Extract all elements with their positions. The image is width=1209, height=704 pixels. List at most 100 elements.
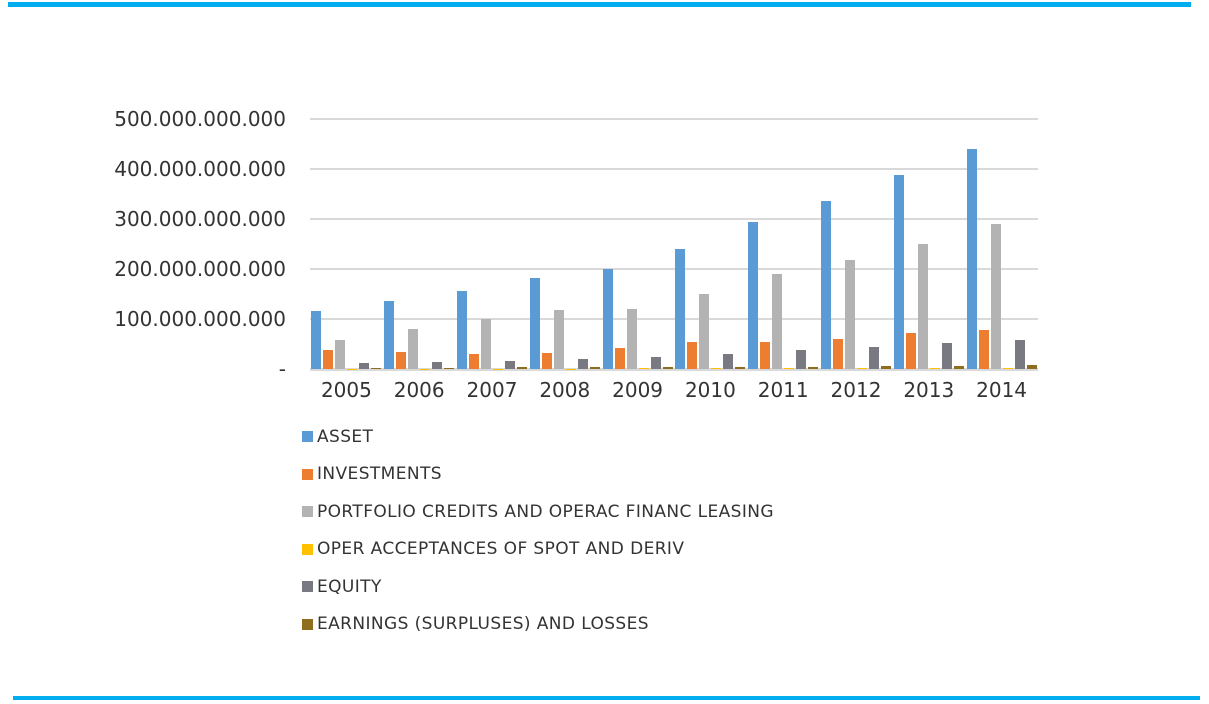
oper-acceptances-of-spot-and-deriv-bar-2006: [420, 368, 431, 369]
gridline-500b: [310, 118, 1038, 120]
asset-bar-2006: [384, 301, 395, 369]
bar-group-2007: [456, 119, 529, 369]
x-tick-label-2008: 2008: [539, 378, 591, 402]
equity-bar-2009: [650, 356, 661, 369]
bar-group-2011: [747, 119, 820, 369]
asset-bar-2013: [893, 175, 904, 369]
x-tick-label-2009: 2009: [612, 378, 664, 402]
x-axis-line: [310, 368, 1038, 371]
gridline-300b: [310, 218, 1038, 220]
oper-acceptances-of-spot-and-deriv-bar-2009: [638, 368, 649, 369]
oper-acceptances-of-spot-and-deriv-bar-2007: [492, 368, 503, 369]
oper-acceptances-of-spot-and-deriv-bar-2010: [711, 368, 722, 369]
legend-item: INVESTMENTS: [302, 464, 774, 485]
earnings-surpluses-and-losses-bar-2006: [444, 368, 455, 369]
legend-label: EARNINGS (SURPLUSES) AND LOSSES: [317, 614, 649, 634]
earnings-surpluses-and-losses-bar-2013: [953, 365, 964, 369]
top-accent-line: [8, 2, 1191, 7]
y-tick-label: 100.000.000.000: [114, 307, 286, 331]
legend-label: INVESTMENTS: [317, 464, 442, 484]
bar-group-2005: [310, 119, 383, 369]
earnings-surpluses-and-losses-bar-2008: [589, 366, 600, 369]
investments-bar-2006: [396, 352, 407, 369]
oper-acceptances-of-spot-and-deriv-bar-2011: [784, 368, 795, 369]
legend-item: EQUITY: [302, 576, 774, 597]
investments-swatch: [302, 468, 313, 480]
y-tick-label: 400.000.000.000: [114, 157, 286, 181]
portfolio-credits-and-operac-financ-leasing-bar-2013: [917, 243, 928, 369]
bar-group-2014: [965, 119, 1038, 369]
earnings-surpluses-and-losses-bar-2007: [516, 367, 527, 369]
x-tick-label-2014: 2014: [976, 378, 1028, 402]
portfolio-credits-and-operac-financ-leasing-bar-2010: [699, 293, 710, 369]
asset-swatch: [302, 431, 313, 442]
legend-item: ASSET: [302, 426, 774, 447]
equity-bar-2013: [941, 342, 952, 369]
investments-bar-2005: [323, 349, 334, 369]
portfolio-credits-and-operac-financ-leasing-swatch: [302, 506, 313, 517]
portfolio-credits-and-operac-financ-leasing-bar-2008: [553, 309, 564, 369]
y-tick-label: 500.000.000.000: [114, 107, 286, 131]
bottom-accent-line: [13, 696, 1200, 700]
oper-acceptances-of-spot-and-deriv-bar-2013: [929, 367, 940, 369]
legend-item: PORTFOLIO CREDITS AND OPERAC FINANC LEAS…: [302, 501, 774, 522]
y-tick-label: 200.000.000.000: [114, 257, 286, 281]
x-tick-label-2010: 2010: [684, 378, 736, 402]
plot-area: [310, 118, 1038, 371]
gridline-400b: [310, 168, 1038, 170]
legend-item: OPER ACCEPTANCES OF SPOT AND DERIV: [302, 539, 774, 560]
equity-bar-2005: [359, 363, 370, 369]
bar-group-2006: [383, 119, 456, 369]
earnings-surpluses-and-losses-bar-2012: [880, 366, 891, 369]
investments-bar-2007: [468, 354, 479, 369]
oper-acceptances-of-spot-and-deriv-bar-2008: [565, 368, 576, 369]
equity-bar-2011: [796, 349, 807, 369]
equity-bar-2012: [868, 346, 879, 369]
investments-bar-2012: [832, 338, 843, 369]
legend-label: EQUITY: [317, 576, 382, 597]
bar-group-2008: [528, 119, 601, 369]
x-tick-label-2011: 2011: [757, 378, 809, 402]
equity-bar-2006: [432, 361, 443, 369]
bar-group-2012: [820, 119, 893, 369]
asset-bar-2012: [820, 200, 831, 369]
x-tick-label-2012: 2012: [830, 378, 882, 402]
x-tick-label-2005: 2005: [320, 378, 372, 402]
bar-group-2009: [601, 119, 674, 369]
earnings-surpluses-and-losses-bar-2011: [808, 366, 819, 369]
y-tick-label: -: [278, 357, 286, 381]
x-tick-label-2006: 2006: [393, 378, 445, 402]
asset-bar-2009: [602, 269, 613, 369]
portfolio-credits-and-operac-financ-leasing-bar-2009: [626, 308, 637, 369]
oper-acceptances-of-spot-and-deriv-bar-2012: [856, 368, 867, 369]
chart-legend: ASSET INVESTMENTS PORTFOLIO CREDITS AND OP…: [302, 426, 774, 651]
investments-bar-2008: [541, 352, 552, 369]
x-tick-label-2007: 2007: [466, 378, 518, 402]
equity-bar-2007: [504, 360, 515, 369]
investments-bar-2014: [978, 329, 989, 369]
legend-item: EARNINGS (SURPLUSES) AND LOSSES: [302, 614, 774, 635]
gridline-200b: [310, 268, 1038, 270]
bar-group-2013: [892, 119, 965, 369]
oper-acceptances-of-spot-and-deriv-swatch: [302, 543, 313, 555]
bar-group-2010: [674, 119, 747, 369]
asset-bar-2005: [311, 310, 322, 369]
portfolio-credits-and-operac-financ-leasing-bar-2006: [408, 329, 419, 369]
portfolio-credits-and-operac-financ-leasing-bar-2012: [844, 259, 855, 369]
oper-acceptances-of-spot-and-deriv-bar-2014: [1002, 367, 1013, 369]
portfolio-credits-and-operac-financ-leasing-bar-2007: [480, 318, 491, 369]
earnings-surpluses-and-losses-bar-2010: [735, 366, 746, 369]
equity-bar-2010: [723, 353, 734, 369]
gridline-100b: [310, 318, 1038, 320]
y-tick-label: 300.000.000.000: [114, 207, 286, 231]
earnings-surpluses-and-losses-bar-2009: [662, 367, 673, 369]
equity-swatch: [302, 581, 313, 592]
asset-bar-2010: [675, 248, 686, 369]
earnings-surpluses-and-losses-bar-2005: [371, 367, 382, 369]
portfolio-credits-and-operac-financ-leasing-bar-2014: [990, 224, 1001, 369]
investments-bar-2013: [905, 333, 916, 369]
asset-bar-2014: [966, 148, 977, 369]
investments-bar-2010: [687, 342, 698, 369]
legend-label: PORTFOLIO CREDITS AND OPERAC FINANC LEAS…: [317, 501, 774, 522]
